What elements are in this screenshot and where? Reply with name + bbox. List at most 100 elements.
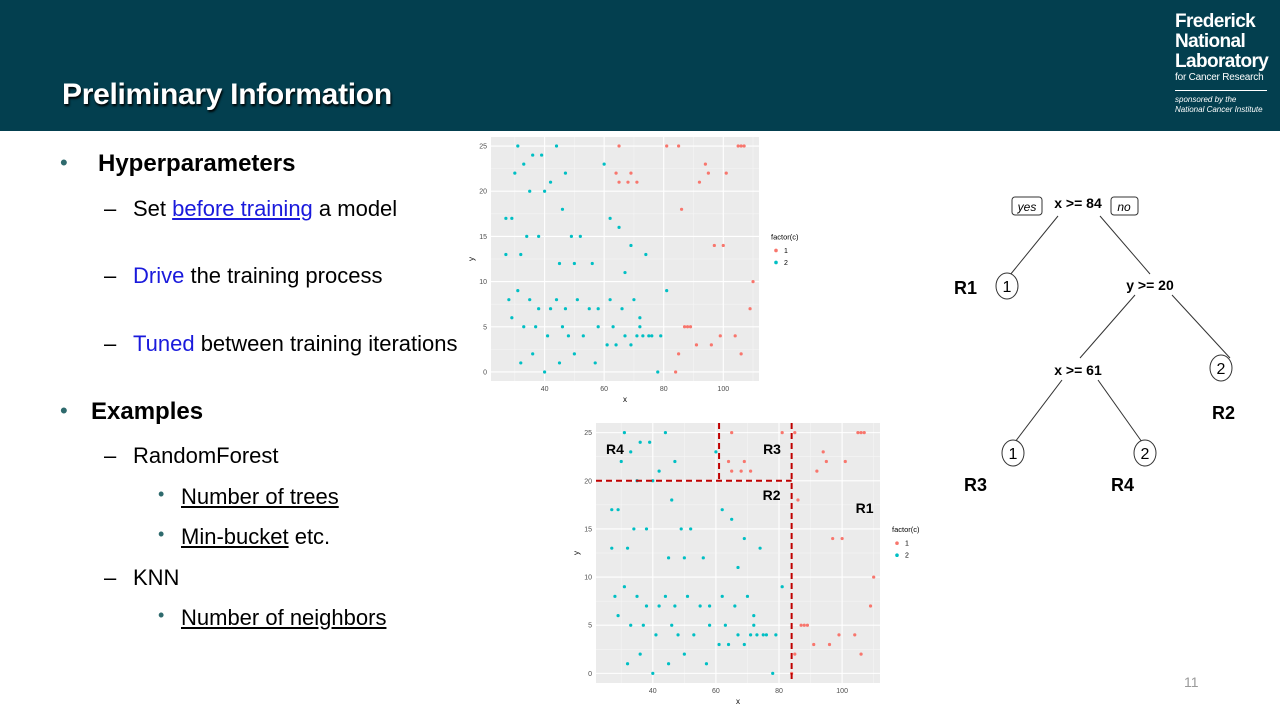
data-point-class-2 <box>560 325 565 329</box>
region-label-r4: R4 <box>606 441 624 457</box>
data-point-class-1 <box>682 325 687 329</box>
data-point-class-2 <box>676 633 680 637</box>
data-point-class-1 <box>694 343 699 347</box>
data-point-class-2 <box>569 234 573 239</box>
data-point-class-2 <box>644 604 649 608</box>
data-point-class-2 <box>563 307 568 311</box>
leaf-r3 <box>1001 439 1025 467</box>
y-tick-label: 10 <box>479 279 487 286</box>
hyperparameters-heading: Hyperparameters <box>98 150 296 177</box>
decision-tree: yes no x >= 84 y >= 20 x >= 61 1 2 1 2 R… <box>954 195 1235 495</box>
y-tick-label: 25 <box>584 430 592 437</box>
data-point-class-2 <box>670 623 674 627</box>
dash-marker: – <box>104 565 117 590</box>
data-point-class-2 <box>587 307 591 311</box>
data-point-class-2 <box>736 633 740 637</box>
scatter-plot-bottom: 40 60 80 100 0 5 10 15 20 25 x y factor(c) 1 2 R4 R3 R2 R1 <box>564 418 936 708</box>
dash-marker: – <box>104 331 117 356</box>
data-point-class-2 <box>519 361 523 365</box>
data-point-class-2 <box>528 298 532 302</box>
data-point-class-1 <box>730 431 734 435</box>
data-point-class-1 <box>674 370 678 374</box>
data-point-class-2 <box>519 252 523 257</box>
data-point-class-2 <box>780 585 784 589</box>
region-label-r3: R3 <box>964 475 987 495</box>
data-point-class-2 <box>616 508 620 512</box>
data-point-class-2 <box>651 479 655 483</box>
data-point-class-2 <box>717 642 721 647</box>
legend-label: 1 <box>784 248 788 255</box>
leaf-r1 <box>995 272 1019 300</box>
data-point-class-1 <box>742 144 746 148</box>
data-point-class-2 <box>726 642 731 647</box>
set-pre-text: Set <box>133 196 173 221</box>
dash-marker: – <box>104 443 117 468</box>
data-point-class-2 <box>656 370 660 374</box>
data-point-class-2 <box>590 261 594 266</box>
slide-title: Preliminary Information <box>62 78 392 111</box>
logo-line-3: Laboratory <box>1175 51 1269 72</box>
y-tick-label: 5 <box>588 623 592 630</box>
data-point-class-2 <box>528 189 532 193</box>
before-training-link[interactable]: before training <box>172 196 313 221</box>
data-point-class-2 <box>625 546 630 550</box>
data-point-class-1 <box>677 144 681 148</box>
no-box <box>1110 196 1139 216</box>
edge-root-node2 <box>1099 215 1151 275</box>
set-post-text: a model <box>312 196 398 221</box>
data-point-class-2 <box>679 527 683 531</box>
data-point-class-2 <box>534 325 538 329</box>
y-axis-label: y <box>467 257 476 261</box>
data-point-class-1 <box>856 431 860 435</box>
data-point-class-2 <box>665 289 669 293</box>
tuned-item: Tuned between training iterations <box>133 331 458 357</box>
region-label-r1: R1 <box>954 278 977 298</box>
data-point-class-1 <box>853 633 857 637</box>
data-point-class-2 <box>742 642 746 647</box>
data-point-class-2 <box>654 633 658 637</box>
logo-line-5: sponsored by the <box>1175 95 1237 104</box>
data-point-class-2 <box>610 546 614 550</box>
data-point-class-2 <box>692 633 696 637</box>
data-point-class-1 <box>697 180 702 184</box>
data-point-class-2 <box>673 459 677 464</box>
data-point-class-2 <box>736 565 740 570</box>
data-point-class-2 <box>608 216 612 220</box>
data-point-class-2 <box>617 225 621 229</box>
data-point-class-2 <box>742 536 746 541</box>
data-point-class-2 <box>698 604 702 608</box>
data-point-class-2 <box>596 307 600 311</box>
data-point-class-2 <box>560 207 565 211</box>
tree-edges <box>1009 215 1231 443</box>
data-point-class-2 <box>682 652 686 656</box>
data-point-class-2 <box>663 431 668 435</box>
legend-key-1 <box>774 248 778 253</box>
frederick-logo: Frederick National Laboratory for Cancer… <box>1175 12 1269 115</box>
data-point-class-2 <box>575 298 579 302</box>
data-point-class-2 <box>701 556 705 560</box>
data-point-class-1 <box>635 180 639 184</box>
bullet-dot: • <box>158 484 165 504</box>
data-point-class-1 <box>712 243 716 248</box>
bullet-dot: • <box>158 524 165 544</box>
data-point-class-2 <box>761 633 765 637</box>
data-point-class-2 <box>650 334 654 338</box>
data-point-class-2 <box>755 633 759 637</box>
data-point-class-2 <box>610 508 614 512</box>
region-label-r2: R2 <box>763 487 781 503</box>
y-tick-label: 0 <box>483 369 487 376</box>
data-point-class-2 <box>720 508 724 512</box>
data-point-class-2 <box>752 613 756 618</box>
data-point-class-1 <box>626 180 630 184</box>
bullet-dot: • <box>60 150 68 175</box>
data-point-class-1 <box>703 162 707 166</box>
data-point-class-1 <box>843 459 847 464</box>
legend-title: factor(c) <box>892 525 920 534</box>
data-point-class-1 <box>679 207 684 211</box>
data-point-class-2 <box>682 556 686 560</box>
dash-marker: – <box>104 196 117 221</box>
node2-split-label: y >= 20 <box>1126 277 1174 293</box>
y-tick-label: 15 <box>584 526 592 533</box>
drive-rest: the training process <box>184 263 383 288</box>
scatter-plot-bottom-svg: 40 60 80 100 0 5 10 15 20 25 x y factor(c) 1 2 R4 R3 R2 R1 <box>572 423 920 706</box>
